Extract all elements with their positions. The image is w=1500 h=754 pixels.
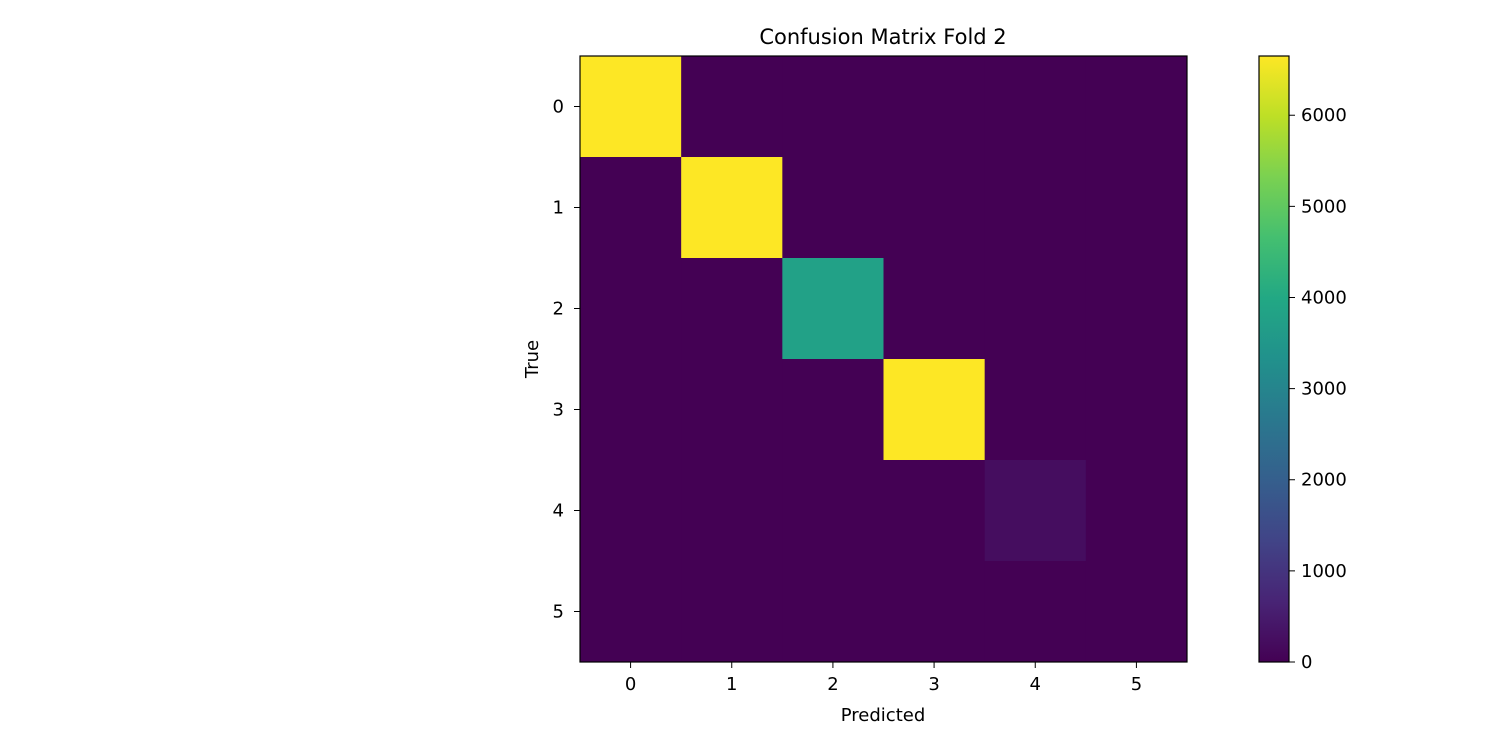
y-tick-label: 5 (553, 602, 564, 623)
colorbar-tick-label: 0 (1301, 652, 1312, 673)
heatmap-cell (984, 258, 1087, 360)
x-tick-label: 5 (1131, 674, 1142, 695)
heatmap-cell (883, 561, 986, 663)
heatmap-cell (984, 359, 1087, 461)
heatmap-cell (984, 56, 1087, 158)
colorbar-tick-label: 3000 (1301, 379, 1347, 400)
heatmap-cell (883, 157, 986, 259)
heatmap-cell (580, 359, 682, 461)
heatmap-cell (1085, 561, 1188, 663)
x-tick-label: 2 (827, 674, 838, 695)
heatmap-cell (580, 258, 682, 360)
heatmap-cell (883, 56, 986, 158)
heatmap-cell (580, 460, 682, 562)
colorbar-ticks: 0 1000 2000 3000 4000 5000 6000 (1289, 105, 1347, 673)
x-tick-label: 1 (726, 674, 737, 695)
y-axis-label: True (522, 340, 543, 379)
colorbar-tick-label: 6000 (1301, 105, 1347, 126)
heatmap-cell (782, 561, 884, 663)
y-tick-label: 1 (553, 198, 564, 219)
plot-frame (579, 55, 1188, 663)
y-tick-label: 3 (553, 400, 564, 421)
heatmap-cell (984, 157, 1087, 259)
heatmap-cell (580, 56, 682, 158)
heatmap-cell (1085, 258, 1188, 360)
x-axis-ticks: 0 1 2 3 4 5 (625, 662, 1142, 695)
heatmap-cell (681, 258, 783, 360)
colorbar-tick-label: 1000 (1301, 561, 1347, 582)
heatmap-cells (580, 56, 1188, 663)
heatmap-cell (984, 460, 1087, 562)
x-axis-label: Predicted (841, 705, 926, 726)
x-tick-label: 0 (625, 674, 636, 695)
heatmap-cell (782, 359, 884, 461)
heatmap-cell (782, 460, 884, 562)
heatmap-cell (1085, 56, 1188, 158)
heatmap-cell (681, 157, 783, 259)
colorbar-tick-label: 5000 (1301, 196, 1347, 217)
heatmap-cell (883, 258, 986, 360)
heatmap-cell (681, 561, 783, 663)
colorbar (1258, 55, 1290, 663)
heatmap-cell (681, 56, 783, 158)
heatmap-cell (1085, 157, 1188, 259)
y-tick-label: 2 (553, 299, 564, 320)
heatmap-cell (1085, 359, 1188, 461)
chart-title: Confusion Matrix Fold 2 (759, 25, 1006, 49)
y-axis-ticks: 0 1 2 3 4 5 (553, 97, 580, 623)
y-tick-label: 0 (553, 97, 564, 118)
x-tick-label: 3 (928, 674, 939, 695)
heatmap-cell (580, 561, 682, 663)
heatmap-cell (782, 56, 884, 158)
heatmap-cell (782, 157, 884, 259)
heatmap-cell (782, 258, 884, 360)
colorbar-tick-label: 4000 (1301, 287, 1347, 308)
colorbar-tick-label: 2000 (1301, 470, 1347, 491)
heatmap-cell (1085, 460, 1188, 562)
y-tick-label: 4 (553, 501, 564, 522)
heatmap-cell (580, 157, 682, 259)
heatmap-cell (984, 561, 1087, 663)
heatmap-cell (681, 460, 783, 562)
heatmap-cell (681, 359, 783, 461)
heatmap-cell (883, 359, 986, 461)
x-tick-label: 4 (1030, 674, 1041, 695)
heatmap-cell (883, 460, 986, 562)
